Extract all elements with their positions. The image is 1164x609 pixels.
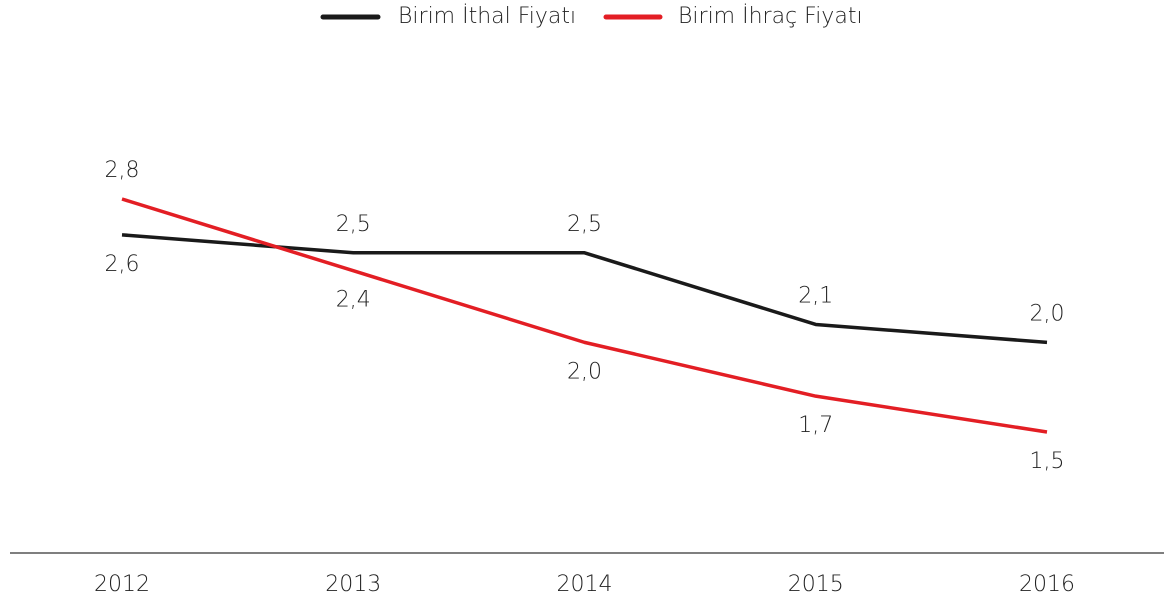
- data-label: 2,0: [567, 359, 602, 384]
- data-label: 2,5: [567, 212, 602, 237]
- x-tick-label: 2013: [325, 572, 381, 597]
- legend-label: Birim İhraç Fiyatı: [678, 3, 863, 29]
- data-label: 2,1: [798, 283, 833, 308]
- data-label: 2,5: [336, 212, 371, 237]
- data-label: 1,7: [798, 413, 833, 438]
- legend-label: Birim İthal Fiyatı: [398, 3, 576, 29]
- data-label: 2,0: [1030, 301, 1065, 326]
- x-tick-label: 2012: [94, 572, 150, 597]
- x-tick-label: 2015: [788, 572, 844, 597]
- x-tick-label: 2016: [1019, 572, 1075, 597]
- data-label: 2,6: [105, 252, 140, 277]
- data-label: 2,8: [105, 158, 140, 183]
- data-label: 2,4: [336, 288, 371, 313]
- line: [121, 233, 1048, 345]
- data-label: 1,5: [1030, 449, 1065, 474]
- x-tick-label: 2014: [557, 572, 613, 597]
- line: [121, 197, 1048, 434]
